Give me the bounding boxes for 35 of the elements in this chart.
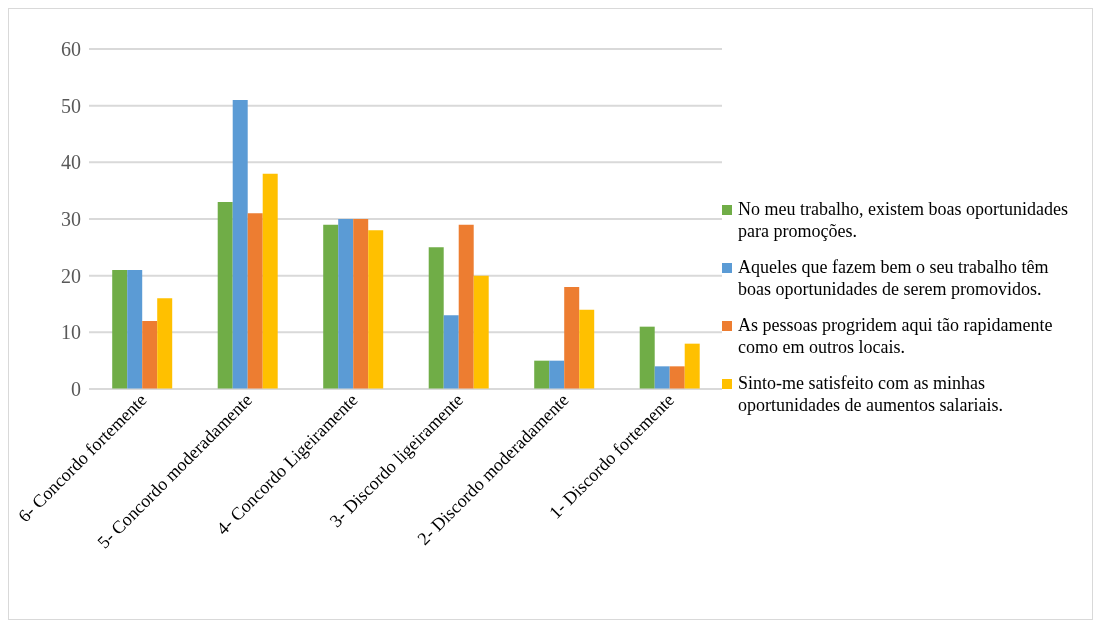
y-tick-label: 50 <box>61 94 81 117</box>
legend-label: No meu trabalho, existem boas oportunidades para promoções. <box>738 198 1069 242</box>
bar <box>262 173 278 389</box>
bar <box>684 343 700 389</box>
bar <box>338 219 354 389</box>
legend-label: As pessoas progridem aqui tão rapidamente como em outros locais. <box>738 314 1054 358</box>
y-tick-label: 10 <box>61 321 81 344</box>
bar <box>217 202 233 389</box>
bar <box>142 321 158 389</box>
bar <box>534 360 550 389</box>
bar <box>443 315 459 389</box>
bar <box>232 100 248 389</box>
bar <box>549 360 565 389</box>
bar <box>564 287 580 389</box>
y-tick-label: 20 <box>61 264 81 287</box>
bar <box>654 366 670 389</box>
bar <box>473 275 489 389</box>
y-tick-label: 30 <box>61 208 81 231</box>
bar <box>247 213 263 389</box>
y-tick-label: 60 <box>61 38 81 61</box>
y-tick-label: 0 <box>71 378 81 401</box>
bar <box>428 247 444 389</box>
bar <box>368 230 384 389</box>
legend-label: Aqueles que fazem bem o seu trabalho têm boas oportunidades de serem promovidos. <box>738 256 1050 300</box>
bar <box>127 270 143 389</box>
y-tick-label: 40 <box>61 151 81 174</box>
bar <box>353 219 369 389</box>
bar <box>458 224 474 389</box>
bar <box>157 298 173 389</box>
bar <box>323 224 339 389</box>
bar <box>639 326 655 389</box>
bar <box>669 366 685 389</box>
bar <box>112 270 128 389</box>
legend-label: Sinto-me satisfeito com as minhas oportunidades de aumentos salariais. <box>738 372 1004 416</box>
bar <box>579 309 595 389</box>
